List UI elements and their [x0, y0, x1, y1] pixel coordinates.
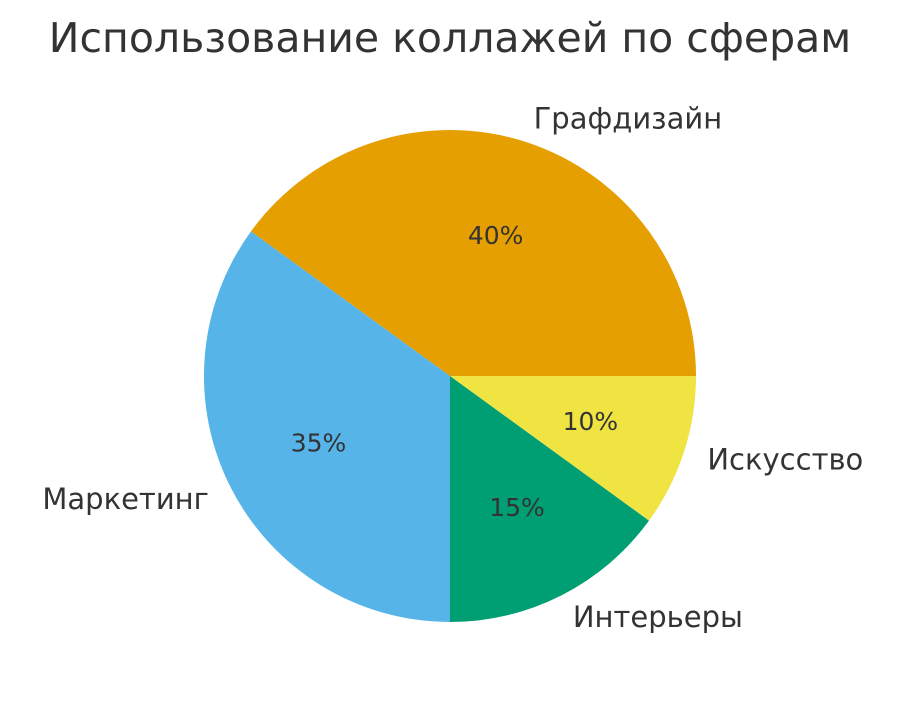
- slice-label-2: Маркетинг: [42, 482, 209, 516]
- slice-label-3: Интерьеры: [573, 600, 743, 634]
- chart-title: Использование коллажей по сферам: [49, 14, 851, 62]
- pie-labels: Графдизайн 40% Маркетинг 35% Интерьеры 15% Иск…: [42, 102, 863, 634]
- slice-label-4: Искусство: [707, 443, 863, 477]
- slice-value-label-4: 10%: [563, 407, 619, 436]
- pie-slices: [203, 129, 697, 622]
- slice-2: [203, 231, 450, 622]
- slice-value-label-2: 35%: [291, 429, 347, 458]
- slice-4: [450, 376, 696, 521]
- slice-value-label-3: 15%: [489, 493, 545, 522]
- slice-label-1: Графдизайн: [534, 102, 723, 136]
- slice-1: [250, 129, 697, 376]
- slice-value-label-1: 40%: [468, 221, 524, 250]
- slice-3: [450, 376, 650, 622]
